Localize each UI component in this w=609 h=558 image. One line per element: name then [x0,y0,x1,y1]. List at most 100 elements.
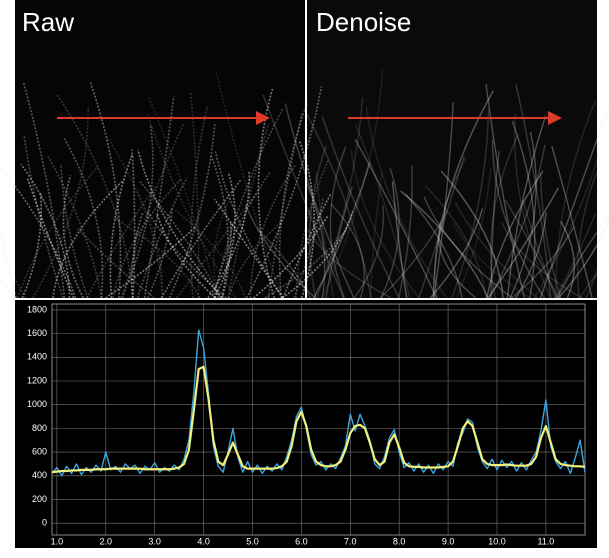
filament [253,216,329,299]
filament [295,160,329,299]
filament [315,97,364,299]
filament [330,203,365,299]
filament [434,157,467,299]
filament [26,177,75,299]
filament [20,163,71,299]
filament [104,227,195,299]
filament [174,209,247,299]
arrow-head [548,111,562,125]
filament [109,154,133,299]
filament [438,221,477,299]
raw-image [15,0,305,298]
x-tick-label: 5.0 [246,536,259,546]
x-tick-label: 10.0 [488,536,506,546]
y-tick-label: 600 [32,446,47,456]
filament [379,210,448,299]
filament [0,248,27,299]
x-tick-label: 11.0 [537,536,554,546]
y-tick-label: 1600 [27,328,47,338]
x-tick-label: 2.0 [100,536,113,546]
filament [22,82,66,299]
filament [175,192,258,299]
filament [577,161,602,299]
filament [23,134,64,299]
filament [398,166,413,299]
filament [0,70,17,299]
filament [213,172,236,299]
filament [147,208,173,299]
filament [143,96,175,299]
filament [490,150,500,299]
filament [213,198,284,299]
filament [557,216,609,299]
x-tick-label: 1.0 [51,536,64,546]
filament [433,101,454,299]
y-tick-label: 0 [42,518,47,528]
filament [262,94,345,299]
y-tick-label: 200 [32,494,47,504]
filament [321,116,400,299]
filament [113,216,201,299]
filament [485,83,525,299]
filament [355,124,411,299]
plot-frame [51,303,586,536]
filament [213,186,237,299]
y-tick-label: 1400 [27,352,47,362]
filament [278,101,309,299]
filament [514,113,552,299]
filament [418,155,465,299]
filament [491,139,546,299]
filament [365,106,448,299]
filament [304,180,326,299]
filament [47,156,103,299]
filament [511,120,536,299]
filament [354,138,438,299]
filament [60,163,89,299]
filament [215,70,283,299]
filament [52,179,125,299]
filament [313,162,371,299]
x-tick-label: 3.0 [148,536,161,546]
filament [282,194,332,299]
filament [221,222,232,299]
filament [156,213,217,299]
filament [284,103,355,299]
filament [213,107,284,299]
filament [554,213,597,299]
y-tick-label: 1800 [27,304,47,314]
filament [131,149,136,299]
filament [306,113,372,299]
filaments [0,70,609,299]
series-line [51,365,586,474]
filament [560,220,575,299]
panel-label: Denoise [316,7,411,37]
filament [515,212,547,299]
filament [267,113,303,299]
filament [148,97,219,299]
filament [62,175,85,299]
filament [486,170,544,299]
filament [533,148,602,299]
chart: 0 200 400 600 800 1000 1200 1400 1600 1800 1.0 2.0 3… [27,303,586,546]
y-tick-label: 800 [32,423,47,433]
filament [451,109,490,299]
filament [245,86,323,299]
filament [190,105,209,299]
filament [228,222,282,299]
filament [321,70,384,299]
filament [86,185,157,299]
filament [540,173,562,299]
filament [454,202,539,299]
filament [487,187,559,299]
filament [56,94,134,299]
filament [112,178,182,299]
filament [139,181,222,299]
filament [509,131,537,299]
filament [122,123,185,299]
x-tick-label: 7.0 [344,536,357,546]
filament [488,144,546,299]
filament [455,168,492,299]
filament [244,204,316,299]
